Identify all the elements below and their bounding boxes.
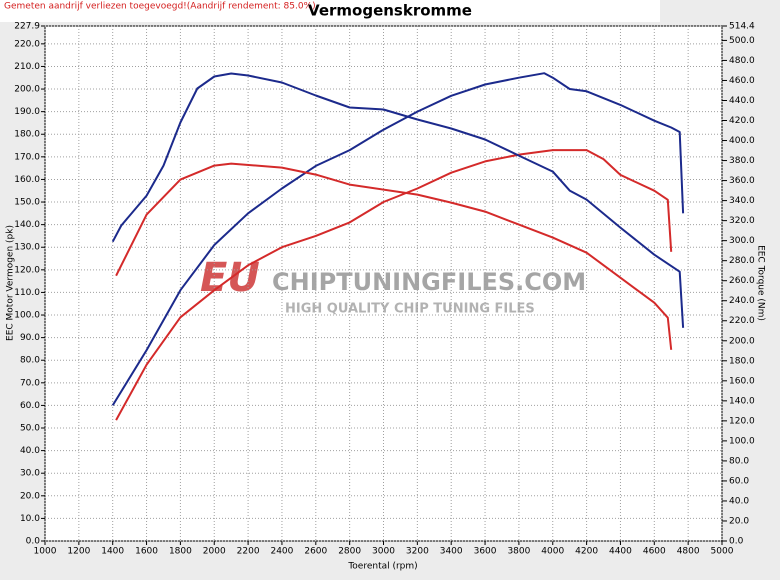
x-tick-label: 2400 xyxy=(270,547,293,557)
y-tick-label: 90.0 xyxy=(20,333,40,343)
y2-tick-label: 120.0 xyxy=(729,416,755,426)
watermark-tagline: HIGH QUALITY CHIP TUNING FILES xyxy=(285,302,535,317)
x-tick-label: 5000 xyxy=(711,547,734,557)
y-tick-label: 190.0 xyxy=(14,107,40,117)
y-tick-label: 140.0 xyxy=(14,220,40,230)
x-tick-label: 2800 xyxy=(338,547,361,557)
y2-tick-label: 40.0 xyxy=(729,496,749,506)
chart-title: Vermogenskromme xyxy=(308,2,472,20)
y-axis-label: EEC Motor Vermogen (pk) xyxy=(6,225,16,341)
y2-tick-label: 100.0 xyxy=(729,436,755,446)
x-tick-label: 3600 xyxy=(474,547,497,557)
y2-tick-label: 440.0 xyxy=(729,96,755,106)
x-tick-label: 3200 xyxy=(406,547,429,557)
y2-tick-label: 320.0 xyxy=(729,216,755,226)
line-series xyxy=(115,162,673,350)
y2-tick-label: 420.0 xyxy=(729,116,755,126)
y2-tick-label: 180.0 xyxy=(729,356,755,366)
x-tick-label: 4000 xyxy=(541,547,564,557)
y-tick-label: 150.0 xyxy=(14,198,40,208)
note: Gemeten aandrijf verliezen toegevoegd!(A… xyxy=(4,2,316,12)
y-tick-label: 20.0 xyxy=(20,491,40,501)
y2-tick-label: 400.0 xyxy=(729,136,755,146)
y2-tick-label: 280.0 xyxy=(729,256,755,266)
x-tick-label: 1000 xyxy=(34,547,57,557)
y-tick-label: 170.0 xyxy=(14,152,40,162)
x-tick-label: 2000 xyxy=(203,547,226,557)
y-tick-label: 10.0 xyxy=(20,514,40,524)
x-tick-label: 4200 xyxy=(575,547,598,557)
y2-tick-label: 500.0 xyxy=(729,36,755,46)
y-tick-label: 110.0 xyxy=(14,288,40,298)
y2-tick-label: 460.0 xyxy=(729,76,755,86)
y2-tick-label: 220.0 xyxy=(729,316,755,326)
y2-tick-label: 240.0 xyxy=(729,296,755,306)
y-tick-label: 220.0 xyxy=(14,39,40,49)
y-tick-label: 100.0 xyxy=(14,311,40,321)
x-tick-label: 1400 xyxy=(101,547,124,557)
x-tick-label: 3800 xyxy=(507,547,530,557)
y2-tick-label: 60.0 xyxy=(729,476,749,486)
line-series xyxy=(111,72,685,406)
y2-tick-label: 260.0 xyxy=(729,276,755,286)
y2-tick-label: 200.0 xyxy=(729,336,755,346)
y2-tick-label: 20.0 xyxy=(729,516,749,526)
y2-tick-label: 0.0 xyxy=(729,537,744,547)
x-axis-label: Toerental (rpm) xyxy=(347,562,417,572)
y2-tick-label: 480.0 xyxy=(729,56,755,66)
y2-tick-label: 300.0 xyxy=(729,236,755,246)
y-tick-label: 200.0 xyxy=(14,85,40,95)
y-tick-label: 227.9 xyxy=(14,22,40,32)
x-tick-label: 1800 xyxy=(169,547,192,557)
y2-tick-label: 160.0 xyxy=(729,376,755,386)
y-tick-label: 30.0 xyxy=(20,469,40,479)
x-tick-label: 2600 xyxy=(304,547,327,557)
y2-tick-label: 140.0 xyxy=(729,396,755,406)
y-tick-label: 180.0 xyxy=(14,130,40,140)
y-tick-label: 50.0 xyxy=(20,424,40,434)
y-tick-label: 40.0 xyxy=(20,446,40,456)
x-tick-label: 1600 xyxy=(135,547,158,557)
x-tick-label: 4600 xyxy=(643,547,666,557)
line-series xyxy=(115,149,673,421)
y-tick-label: 60.0 xyxy=(20,401,40,411)
y-tick-label: 130.0 xyxy=(14,243,40,253)
y2-tick-label: 360.0 xyxy=(729,176,755,186)
x-tick-label: 1200 xyxy=(67,547,90,557)
x-tick-label: 4400 xyxy=(609,547,632,557)
y-tick-label: 210.0 xyxy=(14,62,40,72)
y2-tick-label: 80.0 xyxy=(729,456,749,466)
x-tick-label: 3000 xyxy=(372,547,395,557)
y-tick-label: 120.0 xyxy=(14,265,40,275)
line-series xyxy=(111,72,685,328)
y-tick-label: 160.0 xyxy=(14,175,40,185)
x-tick-label: 4800 xyxy=(677,547,700,557)
y-tick-label: 0.0 xyxy=(26,537,41,547)
watermark-site: CHIPTUNINGFILES.COM xyxy=(272,268,586,296)
y2-tick-label: 340.0 xyxy=(729,196,755,206)
x-tick-label: 3400 xyxy=(440,547,463,557)
y-tick-label: 70.0 xyxy=(20,378,40,388)
y2-tick-label: 380.0 xyxy=(729,156,755,166)
x-tick-label: 2200 xyxy=(237,547,260,557)
header-bar xyxy=(0,0,660,22)
y-tick-label: 80.0 xyxy=(20,356,40,366)
y2-axis-label: EEC Torque (Nm) xyxy=(756,245,766,321)
y2-tick-label: 514.4 xyxy=(729,22,755,32)
